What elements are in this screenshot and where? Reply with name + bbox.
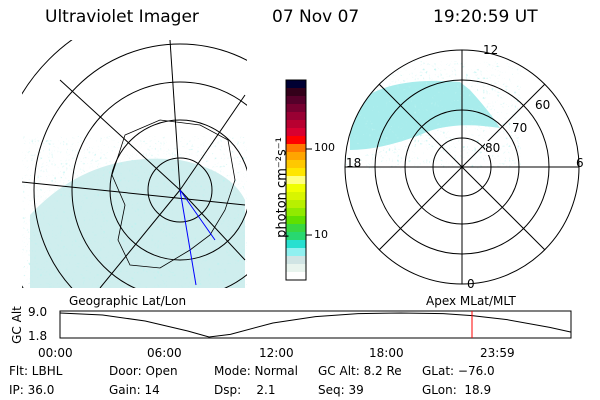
aurora-texture — [30, 150, 247, 288]
colorbar-band — [286, 216, 306, 225]
info-row1-4: GLat: −76.0 — [422, 364, 495, 378]
colorbar-tick-10: 10 — [314, 228, 328, 241]
sun-direction-line — [179, 189, 197, 286]
right-map-label: Apex MLat/MLT — [426, 294, 516, 308]
info-row2-1: Gain: 14 — [109, 383, 160, 397]
colorbar — [286, 80, 306, 281]
colorbar-band — [286, 272, 306, 281]
colorbar-band — [286, 112, 306, 121]
colorbar-band — [286, 256, 306, 265]
colorbar-unit-label: photon cm⁻²s⁻¹ — [274, 137, 290, 238]
colorbar-tick-100: 100 — [314, 141, 335, 154]
alt-xtick-4: 23:59 — [480, 346, 515, 360]
alt-ytick-min: 1.8 — [28, 329, 48, 343]
info-row1-1: Door: Open — [109, 364, 178, 378]
colorbar-band — [286, 96, 306, 105]
alt-xtick-0: 00:00 — [38, 346, 73, 360]
instrument-title: Ultraviolet Imager — [45, 7, 199, 27]
mlt-label-18: 18 — [346, 156, 362, 170]
lat-label-80: 80 — [485, 141, 501, 155]
colorbar-band — [286, 80, 306, 89]
alt-xtick-1: 06:00 — [147, 346, 182, 360]
date-label: 07 Nov 07 — [272, 7, 360, 27]
info-row2-2: Dsp: 2.1 — [214, 383, 276, 397]
info-row2-4: GLon: 18.9 — [422, 383, 492, 397]
colorbar-band — [286, 168, 306, 177]
alt-xtick-2: 12:00 — [259, 346, 294, 360]
mlt-label-12: 12 — [483, 43, 499, 57]
colorbar-band — [286, 128, 306, 137]
time-label: 19:20:59 UT — [433, 7, 538, 27]
info-row1-0: Flt: LBHL — [9, 364, 63, 378]
colorbar-band — [286, 88, 306, 97]
lat-label-70: 70 — [512, 121, 528, 135]
colorbar-band — [286, 264, 306, 273]
colorbar-band — [286, 160, 306, 169]
colorbar-band — [286, 136, 306, 145]
colorbar-band — [286, 120, 306, 129]
colorbar-band — [286, 248, 306, 257]
info-row2-3: Seq: 39 — [318, 383, 364, 397]
alt-ylabel: GC Alt — [10, 306, 24, 344]
colorbar-band — [286, 192, 306, 201]
alt-ytick-max: 9.0 — [28, 305, 48, 319]
alt-xtick-3: 18:00 — [369, 346, 404, 360]
colorbar-band — [286, 104, 306, 113]
info-row2-0: IP: 36.0 — [9, 383, 55, 397]
colorbar-band — [286, 232, 306, 241]
info-row1-2: Mode: Normal — [214, 364, 298, 378]
mlt-label-0: 0 — [467, 277, 475, 291]
info-row1-3: GC Alt: 8.2 Re — [318, 364, 402, 378]
altitude-plot — [59, 310, 572, 339]
geographic-map — [22, 40, 247, 288]
colorbar-band — [286, 176, 306, 185]
apex-polar-map — [344, 49, 580, 285]
lat-label-60: 60 — [535, 98, 551, 112]
colorbar-band — [286, 240, 306, 249]
colorbar-band — [286, 184, 306, 193]
altitude-curve — [59, 312, 571, 338]
colorbar-band — [286, 224, 306, 233]
colorbar-band — [286, 208, 306, 217]
left-map-label: Geographic Lat/Lon — [69, 294, 187, 308]
colorbar-band — [286, 200, 306, 209]
mlt-label-6: 6 — [576, 156, 584, 170]
colorbar-band — [286, 144, 306, 153]
colorbar-band — [286, 152, 306, 161]
